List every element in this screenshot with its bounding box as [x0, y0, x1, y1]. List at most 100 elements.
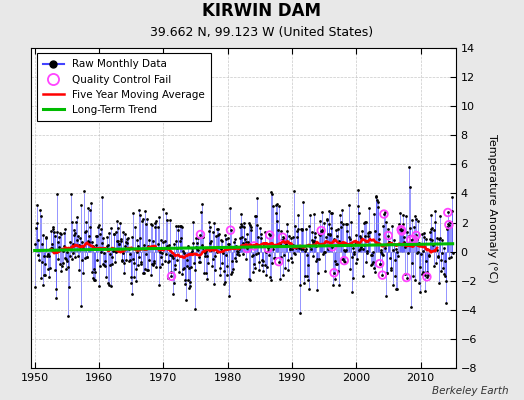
Point — [203, 252, 211, 259]
Point — [435, 213, 444, 219]
Point — [54, 239, 62, 246]
Point — [168, 291, 177, 297]
Point — [146, 220, 155, 227]
Point — [260, 262, 269, 268]
Point — [347, 289, 356, 295]
Point — [57, 268, 65, 274]
Point — [153, 245, 161, 251]
Point — [82, 228, 90, 234]
Point — [271, 210, 280, 216]
Point — [225, 240, 233, 247]
Point — [381, 209, 389, 216]
Point — [289, 242, 297, 248]
Point — [138, 215, 147, 222]
Point — [231, 255, 239, 262]
Point — [224, 241, 233, 248]
Point — [421, 288, 430, 294]
Point — [362, 258, 370, 265]
Point — [431, 208, 440, 214]
Point — [274, 226, 282, 233]
Point — [250, 243, 258, 249]
Point — [355, 247, 363, 253]
Point — [361, 233, 369, 239]
Point — [155, 282, 163, 288]
Point — [62, 266, 71, 272]
Point — [441, 273, 450, 279]
Point — [179, 248, 188, 254]
Point — [288, 246, 296, 252]
Point — [234, 249, 242, 255]
Point — [307, 246, 315, 252]
Point — [234, 246, 243, 252]
Point — [365, 229, 373, 235]
Point — [42, 234, 51, 240]
Point — [88, 268, 96, 275]
Point — [201, 250, 209, 256]
Point — [417, 250, 425, 257]
Point — [32, 224, 40, 231]
Point — [69, 250, 77, 257]
Point — [282, 220, 291, 227]
Point — [446, 254, 455, 260]
Point — [378, 250, 386, 257]
Point — [322, 234, 330, 240]
Point — [371, 228, 379, 234]
Point — [377, 249, 386, 255]
Point — [419, 269, 427, 276]
Point — [311, 230, 320, 237]
Point — [321, 248, 329, 255]
Point — [329, 282, 337, 288]
Point — [251, 265, 259, 271]
Point — [125, 246, 133, 252]
Point — [344, 234, 353, 240]
Point — [430, 227, 438, 234]
Point — [207, 247, 215, 253]
Point — [415, 280, 423, 286]
Point — [278, 237, 286, 243]
Point — [107, 225, 116, 232]
Point — [163, 216, 171, 223]
Point — [147, 261, 156, 267]
Point — [100, 262, 108, 268]
Point — [370, 265, 378, 271]
Point — [418, 271, 426, 278]
Point — [288, 258, 297, 265]
Point — [385, 239, 394, 245]
Point — [328, 244, 336, 250]
Point — [174, 227, 182, 234]
Point — [301, 273, 309, 279]
Point — [372, 193, 380, 199]
Point — [413, 248, 422, 255]
Point — [162, 243, 171, 249]
Point — [331, 276, 340, 282]
Point — [215, 272, 224, 278]
Point — [252, 213, 260, 220]
Point — [52, 191, 61, 198]
Point — [383, 270, 391, 276]
Point — [424, 252, 433, 258]
Point — [160, 238, 169, 244]
Point — [228, 268, 236, 275]
Point — [433, 247, 441, 254]
Point — [87, 200, 95, 206]
Point — [298, 226, 306, 233]
Point — [276, 241, 284, 248]
Point — [78, 257, 86, 264]
Point — [381, 218, 390, 225]
Point — [374, 204, 383, 210]
Point — [208, 263, 216, 269]
Point — [408, 217, 417, 223]
Point — [223, 272, 231, 278]
Point — [137, 260, 145, 267]
Point — [309, 239, 317, 245]
Point — [270, 254, 279, 261]
Point — [34, 236, 42, 243]
Point — [429, 241, 438, 247]
Point — [130, 260, 139, 266]
Point — [333, 261, 341, 267]
Point — [202, 247, 211, 254]
Point — [392, 286, 400, 292]
Point — [38, 240, 46, 247]
Point — [43, 253, 51, 260]
Point — [346, 236, 354, 242]
